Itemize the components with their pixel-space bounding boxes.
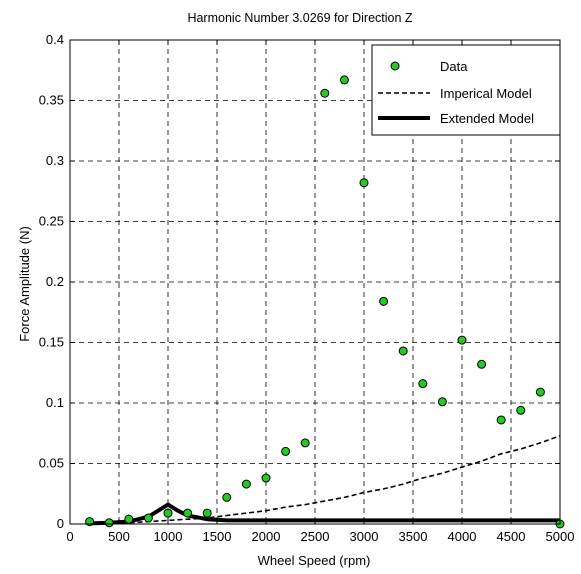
y-tick-label: 0.05 <box>39 456 64 471</box>
x-tick-label: 0 <box>66 529 73 544</box>
x-tick-label: 1000 <box>154 529 183 544</box>
data-point <box>183 508 193 518</box>
data-point <box>222 492 232 502</box>
data-point <box>104 518 114 528</box>
x-axis-label: Wheel Speed (rpm) <box>258 553 371 568</box>
legend-label-imperical: Imperical Model <box>440 86 532 101</box>
y-tick-label: 0.4 <box>46 32 64 47</box>
legend: Data Imperical Model Extended Model <box>371 44 561 136</box>
data-point <box>359 178 369 188</box>
data-point <box>124 514 134 524</box>
x-tick-label: 500 <box>108 529 130 544</box>
legend-label-data: Data <box>440 59 468 74</box>
data-point <box>143 513 153 523</box>
data-point <box>457 335 467 345</box>
y-axis-label: Force Amplitude (N) <box>17 226 32 342</box>
data-point <box>535 387 545 397</box>
x-tick-label: 4500 <box>497 529 526 544</box>
axis-ticks <box>69 39 561 525</box>
tick-labels: 0 500 1000 1500 2000 2500 3000 3500 4000 4500 5000… <box>39 32 575 544</box>
y-tick-label: 0 <box>57 516 64 531</box>
data-point <box>496 415 506 425</box>
x-tick-label: 1500 <box>203 529 232 544</box>
x-tick-label: 3000 <box>350 529 379 544</box>
data-point <box>379 296 389 306</box>
data-point <box>163 508 173 518</box>
data-point <box>437 397 447 407</box>
data-point <box>320 88 330 98</box>
data-point <box>261 473 271 483</box>
legend-data-marker <box>390 61 400 71</box>
x-tick-label: 2500 <box>301 529 330 544</box>
data-point <box>300 438 310 448</box>
x-tick-label: 3500 <box>399 529 428 544</box>
series-layer <box>85 75 565 529</box>
data-point <box>398 346 408 356</box>
grid <box>70 40 560 524</box>
x-tick-label: 5000 <box>546 529 575 544</box>
y-tick-label: 0.25 <box>39 214 64 229</box>
data-point <box>241 479 251 489</box>
data-point <box>202 508 212 518</box>
x-tick-label: 2000 <box>252 529 281 544</box>
data-point <box>339 75 349 85</box>
data-point <box>281 446 291 456</box>
y-tick-label: 0.3 <box>46 153 64 168</box>
legend-label-extended: Extended Model <box>440 111 534 126</box>
data-point <box>418 379 428 389</box>
data-point <box>516 405 526 415</box>
chart-title: Harmonic Number 3.0269 for Direction Z <box>187 11 412 25</box>
imperical-model-line <box>89 434 561 525</box>
extended-model-line <box>89 502 560 526</box>
x-tick-label: 4000 <box>448 529 477 544</box>
y-tick-label: 0.1 <box>46 395 64 410</box>
y-tick-label: 0.15 <box>39 335 64 350</box>
data-point <box>477 359 487 369</box>
y-tick-label: 0.35 <box>39 93 64 108</box>
y-tick-label: 0.2 <box>46 274 64 289</box>
